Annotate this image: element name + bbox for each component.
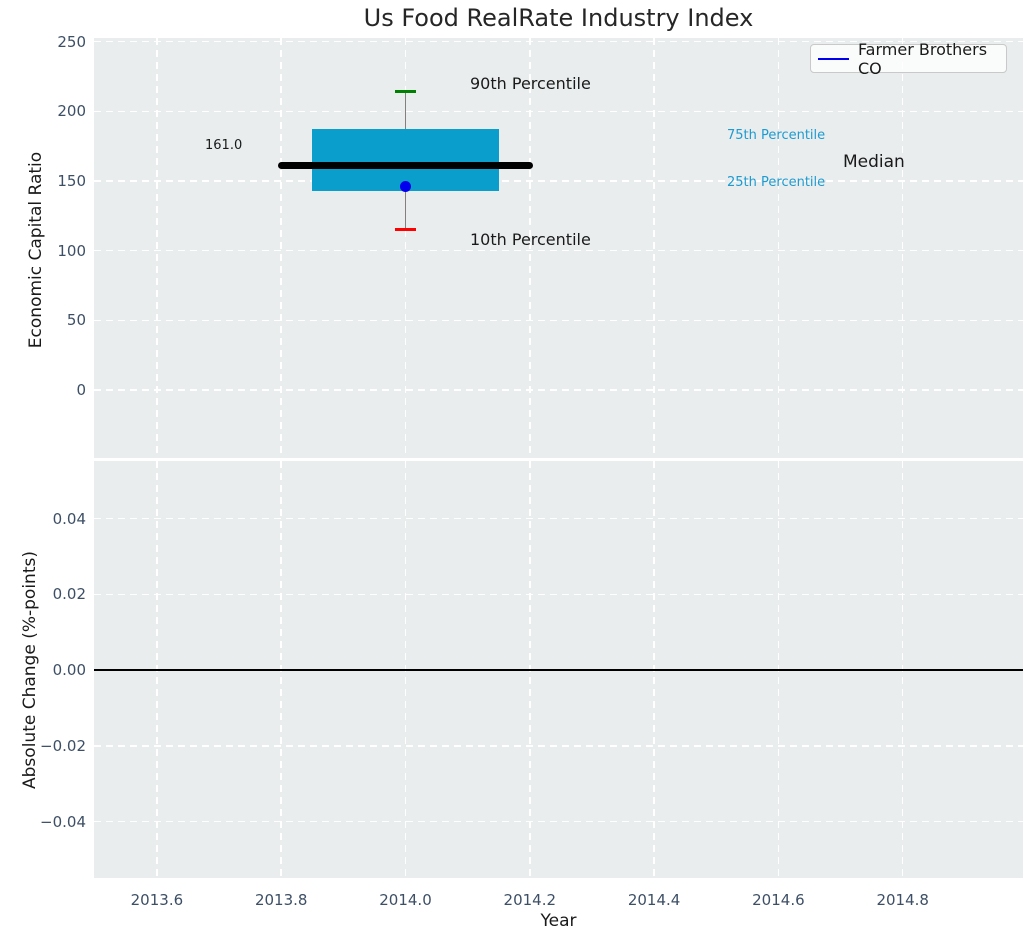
x-gridline	[280, 38, 282, 458]
p25-annotation: 25th Percentile	[727, 175, 826, 190]
legend-label: Farmer Brothers CO	[857, 39, 988, 78]
median-annotation: Median	[843, 152, 905, 172]
y-tick-label-bottom: 0.02	[52, 585, 86, 604]
whisker-cap-10-icon	[395, 228, 416, 232]
whisker-cap-90-icon	[395, 90, 416, 94]
zero-line	[94, 669, 1023, 671]
x-tick-label: 2014.0	[379, 891, 432, 909]
p75-annotation: 75th Percentile	[727, 128, 826, 143]
y-gridline	[94, 745, 1023, 747]
x-gridline	[404, 38, 407, 458]
x-tick-label: 2014.6	[752, 891, 805, 909]
y-gridline	[94, 40, 1023, 43]
y-tick-label-bottom: −0.04	[40, 812, 86, 831]
y-gridline	[94, 593, 1023, 595]
x-gridline	[777, 38, 780, 458]
x-tick-label: 2013.6	[130, 891, 184, 909]
company-point-marker	[400, 181, 411, 193]
y-tick-label-bottom: −0.02	[40, 736, 86, 755]
x-tick-label: 2013.8	[254, 891, 308, 909]
y-tick-label-top: 50	[66, 311, 86, 330]
y-gridline	[94, 389, 1023, 391]
p10-annotation: 10th Percentile	[470, 230, 591, 249]
top-plot-area	[94, 38, 1023, 458]
iqr-box	[312, 129, 499, 191]
x-tick-label: 2014.2	[503, 891, 557, 909]
x-gridline	[901, 38, 904, 458]
x-gridline	[156, 38, 158, 458]
y-gridline	[94, 249, 1023, 252]
x-tick-label: 2014.8	[876, 891, 929, 909]
legend-box: Farmer Brothers CO	[810, 40, 1007, 78]
x-axis-label: Year	[540, 911, 577, 931]
y-tick-label-top: 100	[57, 241, 86, 260]
median-line	[278, 162, 533, 170]
x-tick-label: 2014.4	[627, 891, 681, 909]
chart-title: Us Food RealRate Industry Index	[363, 4, 754, 32]
y-gridline	[94, 110, 1023, 113]
y-tick-label-top: 250	[57, 32, 86, 51]
y-tick-label-top: 150	[57, 172, 86, 191]
x-gridline	[529, 38, 531, 458]
y-gridline	[94, 319, 1023, 322]
y-gridline	[94, 517, 1023, 520]
y-tick-label-bottom: 0.04	[52, 509, 86, 528]
y-tick-label-bottom: 0.00	[52, 661, 86, 679]
legend-line-sample	[818, 57, 849, 60]
p90-annotation: 90th Percentile	[470, 74, 591, 93]
y-gridline	[94, 180, 1023, 182]
median-value-annotation: 161.0	[205, 138, 243, 153]
x-gridline	[653, 38, 655, 458]
y-tick-label-top: 200	[57, 102, 86, 121]
y-gridline	[94, 820, 1023, 823]
y-tick-label-top: 0	[76, 381, 86, 399]
